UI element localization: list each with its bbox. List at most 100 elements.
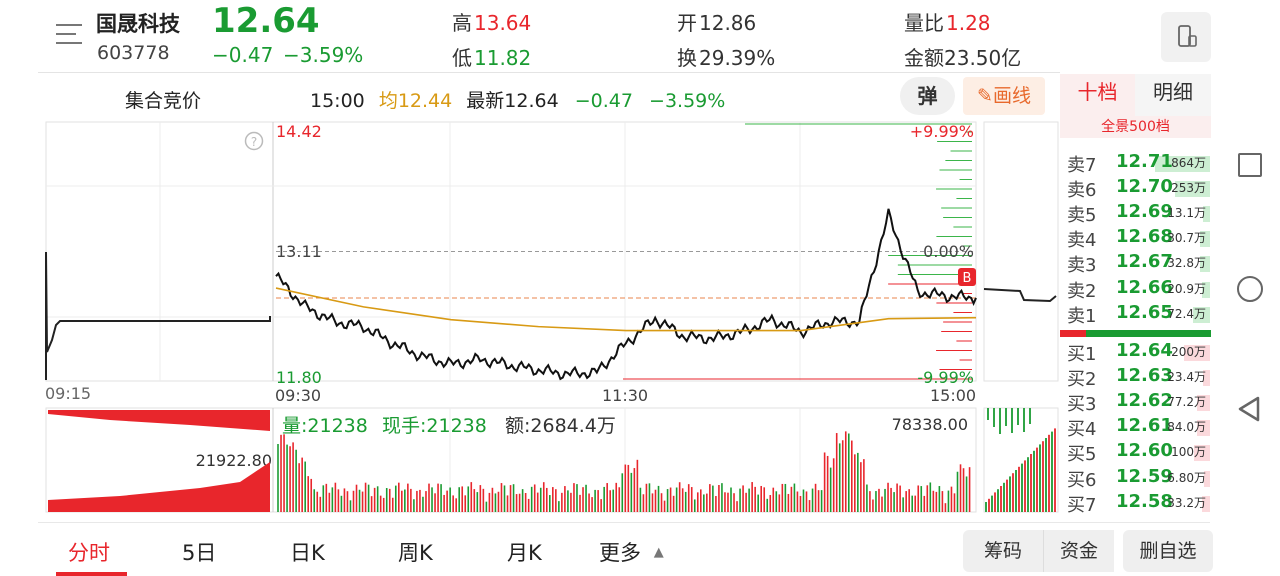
price-change: −0.47 bbox=[212, 43, 274, 67]
avg-value: 12.44 bbox=[397, 90, 453, 112]
level-label: 买6 bbox=[1067, 469, 1097, 491]
ask-row[interactable]: 卖5 12.69 13.1万 bbox=[1060, 201, 1212, 226]
chart-labels: ? 14.42 13.11 11.80 +9.99% 0.00% -9.99% 09:15 09… bbox=[45, 122, 976, 405]
bid-row[interactable]: 买1 12.64 200万 bbox=[1060, 340, 1212, 365]
depth-bar bbox=[1154, 156, 1210, 172]
ask-row[interactable]: 卖2 12.66 20.9万 bbox=[1060, 277, 1212, 302]
tab-details[interactable]: 明细 bbox=[1153, 80, 1193, 104]
level-label: 买1 bbox=[1067, 344, 1097, 365]
level-price: 12.69 bbox=[1116, 201, 1173, 223]
phone-rotate-icon bbox=[1178, 25, 1197, 47]
depth-bar bbox=[1199, 231, 1210, 248]
pct-tick-high: +9.99% bbox=[910, 122, 974, 141]
depth-bar bbox=[1199, 256, 1210, 273]
level-price: 12.61 bbox=[1116, 415, 1173, 437]
sub-change: −0.47 bbox=[574, 90, 633, 112]
tab-more-label: 更多 bbox=[599, 541, 641, 565]
level-volume: 100万 bbox=[1171, 445, 1206, 460]
bid-row[interactable]: 买4 12.61 84.0万 bbox=[1060, 415, 1212, 440]
level-price: 12.64 bbox=[1116, 340, 1173, 361]
draw-line-button[interactable]: ✎画线 bbox=[963, 77, 1045, 115]
chips-button[interactable]: 筹码 bbox=[963, 530, 1043, 572]
depth-bar bbox=[1204, 470, 1210, 487]
remove-watchlist-button[interactable]: 删自选 bbox=[1123, 530, 1213, 572]
price-line bbox=[275, 208, 977, 381]
after-hours-line bbox=[983, 288, 1057, 303]
level-price: 12.67 bbox=[1116, 251, 1173, 273]
draw-line-label: 画线 bbox=[992, 85, 1031, 107]
depth-bar bbox=[1203, 370, 1210, 387]
bid-row[interactable]: 买7 12.58 33.2万 bbox=[1060, 491, 1212, 516]
home-nav-icon[interactable] bbox=[1237, 276, 1263, 302]
bid-row[interactable]: 买5 12.60 100万 bbox=[1060, 440, 1212, 465]
tab-month-k[interactable]: 月K bbox=[507, 541, 542, 565]
level-volume: 253万 bbox=[1171, 181, 1206, 196]
level-price: 12.70 bbox=[1116, 176, 1173, 198]
ask-row[interactable]: 卖3 12.67 32.8万 bbox=[1060, 251, 1212, 276]
level-price: 12.66 bbox=[1116, 276, 1173, 298]
device-toggle-button[interactable] bbox=[1161, 12, 1211, 62]
level-label: 买3 bbox=[1067, 394, 1097, 416]
auction-volume-top bbox=[48, 410, 270, 431]
amount-label: 额:2684.4万 bbox=[505, 415, 616, 437]
pct-tick-mid: 0.00% bbox=[923, 242, 974, 261]
level-label: 卖2 bbox=[1067, 280, 1097, 302]
bullet-button[interactable]: 弹 bbox=[900, 77, 955, 115]
depth-bar bbox=[1203, 206, 1210, 223]
tab-day-k[interactable]: 日K bbox=[290, 541, 325, 565]
level-label: 卖4 bbox=[1067, 230, 1097, 252]
amount-stat: 金额23.50亿 bbox=[904, 46, 1022, 70]
level-label: 买4 bbox=[1067, 419, 1097, 441]
menu-icon[interactable] bbox=[56, 24, 82, 46]
capital-flow-button[interactable]: 资金 bbox=[1043, 530, 1114, 572]
x-tick: 11:30 bbox=[602, 386, 648, 405]
ask-row[interactable]: 卖4 12.68 30.7万 bbox=[1060, 226, 1212, 251]
buy-marker bbox=[958, 268, 976, 286]
depth-bar bbox=[1197, 395, 1210, 412]
tab-5day[interactable]: 5日 bbox=[182, 541, 217, 565]
y-tick-low: 11.80 bbox=[276, 368, 322, 387]
level-price: 12.63 bbox=[1116, 365, 1173, 387]
level-price: 12.58 bbox=[1116, 490, 1173, 512]
level-label: 卖5 bbox=[1067, 205, 1097, 227]
current-price: 12.64 bbox=[212, 1, 320, 41]
ask-row[interactable]: 卖6 12.70 253万 bbox=[1060, 176, 1212, 201]
help-icon-glyph: ? bbox=[251, 135, 257, 149]
open-stat: 开 12.86 bbox=[677, 11, 757, 35]
level-volume: 32.8万 bbox=[1167, 256, 1206, 271]
price-series: B bbox=[275, 208, 977, 381]
pencil-icon: ✎ bbox=[977, 85, 993, 107]
latest-value: 12.64 bbox=[504, 90, 559, 112]
tab-week-k[interactable]: 周K bbox=[398, 541, 433, 565]
bid-row[interactable]: 买6 12.59 6.80万 bbox=[1060, 466, 1212, 491]
recents-nav-icon[interactable] bbox=[1238, 153, 1262, 177]
volume-label: 量:21238 bbox=[282, 415, 368, 437]
level-price: 12.65 bbox=[1116, 301, 1173, 323]
bid-row[interactable]: 买2 12.63 23.4万 bbox=[1060, 365, 1212, 390]
level-label: 卖1 bbox=[1067, 305, 1097, 327]
y-tick-mid: 13.11 bbox=[276, 242, 322, 261]
sub-change-pct: −3.59% bbox=[649, 90, 726, 112]
ask-row[interactable]: 卖7 12.71 864万 bbox=[1060, 151, 1212, 176]
bid-row[interactable]: 买3 12.62 77.2万 bbox=[1060, 390, 1212, 415]
level-price: 12.62 bbox=[1116, 390, 1173, 412]
hand-label: 现手:21238 bbox=[382, 415, 487, 437]
level-label: 卖7 bbox=[1067, 155, 1097, 176]
tab-more[interactable]: 更多 ▲ bbox=[599, 537, 664, 567]
volume-max-label: 78338.00 bbox=[892, 415, 968, 434]
full-500-levels-banner[interactable]: 全景500档 bbox=[1060, 116, 1211, 138]
order-book-split bbox=[1060, 330, 1211, 337]
auction-label: 集合竞价 bbox=[125, 90, 202, 112]
intraday-chart[interactable]: B ? 14.42 13.11 11.80 +9.99% 0.00% -9.99% 09:15… bbox=[0, 118, 1060, 518]
ask-row[interactable]: 卖1 12.65 72.4万 bbox=[1060, 302, 1212, 327]
level-volume: 30.7万 bbox=[1167, 231, 1206, 246]
back-nav-icon[interactable] bbox=[1237, 396, 1261, 422]
depth-bar bbox=[1197, 420, 1210, 437]
tab-ten-levels[interactable]: 十档 bbox=[1060, 74, 1135, 116]
depth-bar bbox=[1201, 281, 1210, 298]
volume-bars: 量:21238 现手:21238 额:2684.4万 78338.00 21922.80 bbox=[48, 408, 1056, 512]
high-stat: 高 13.64 bbox=[452, 11, 532, 35]
x-tick: 09:30 bbox=[275, 386, 321, 405]
tab-intraday[interactable]: 分时 bbox=[68, 541, 110, 565]
buy-marker-label: B bbox=[963, 271, 972, 286]
